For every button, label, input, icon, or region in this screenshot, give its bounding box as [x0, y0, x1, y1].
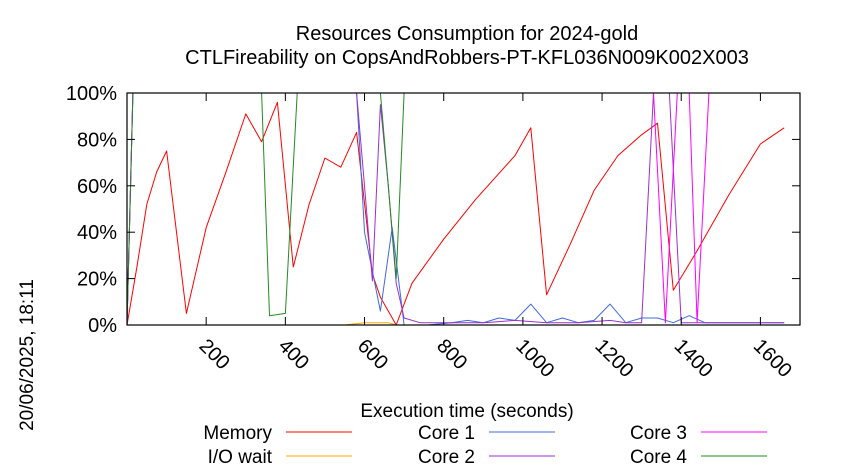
timestamp-label: 20/06/2025, 18:11 [17, 279, 38, 431]
chart-title: Resources Consumption for 2024-gold [296, 23, 638, 45]
plot-area: 0% 20% 40% 60% 80% 100% 200 400 600 800 1000 1200 1… [66, 83, 801, 382]
x-tick-label: 600 [353, 335, 392, 374]
series-line-core-1 [126, 92, 785, 326]
legend-label-memory: Memory [203, 423, 272, 444]
series-layer [126, 92, 785, 326]
y-axis: 0% 20% 40% 60% 80% 100% [66, 83, 800, 337]
x-tick-label: 800 [432, 335, 471, 374]
series-line-memory [126, 101, 785, 326]
x-tick-label: 1000 [511, 335, 558, 382]
x-tick-label: 200 [195, 335, 234, 374]
x-tick-label: 1200 [591, 335, 638, 382]
chart-subtitle: CTLFireability on CopsAndRobbers-PT-KFL0… [185, 47, 749, 69]
x-tick-label: 1400 [670, 335, 717, 382]
legend-label-core-1: Core 1 [418, 423, 475, 444]
y-tick-label: 20% [77, 269, 117, 291]
series-line-core-3 [126, 92, 785, 326]
legend-label-i-o-wait: I/O wait [208, 447, 273, 468]
y-tick-label: 60% [77, 176, 117, 198]
x-tick-label: 1600 [749, 335, 796, 382]
legend-label-core-3: Core 3 [630, 423, 687, 444]
x-axis-label: Execution time (seconds) [360, 401, 573, 422]
y-tick-label: 100% [66, 83, 117, 105]
y-tick-label: 0% [88, 315, 117, 337]
y-tick-label: 40% [77, 222, 117, 244]
legend: Memory I/O wait Core 1 Core 2 Core 3 Core 4 [203, 423, 767, 468]
y-tick-label: 80% [77, 129, 117, 151]
series-line-core-2 [126, 92, 785, 326]
series-line-core-4 [126, 92, 785, 326]
x-axis: 200 400 600 800 1000 1200 1400 1600 [195, 93, 796, 382]
legend-label-core-4: Core 4 [630, 447, 687, 468]
legend-label-core-2: Core 2 [418, 447, 475, 468]
plot-frame [126, 92, 801, 326]
x-tick-label: 400 [274, 335, 313, 374]
